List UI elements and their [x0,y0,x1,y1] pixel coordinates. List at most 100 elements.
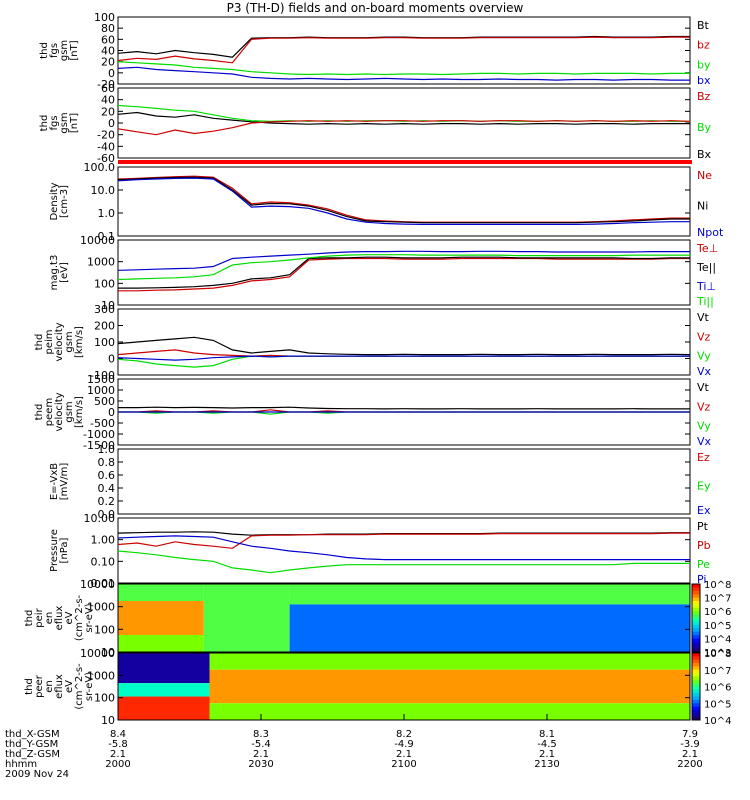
esa-ion-velocity-ytick-label: 0 [108,353,115,366]
temperature-ytick-label: 100 [94,277,115,290]
ion-energy-spectrogram-colorbar-cell [692,621,700,626]
fgs-components-ytick-label: 40 [101,94,115,107]
ion-energy-spectrogram-colorbar-cell [692,618,700,622]
esa-electron-velocity-legend-item: Vy [697,420,711,433]
ion-energy-spectrogram-colorbar-cell [692,607,700,612]
temperature-legend-item: Te⊥ [696,242,718,255]
electron-energy-spectrogram-colorbar-cell [692,659,700,664]
ion-energy-spectrogram-colorbar-cell [692,611,700,616]
fgs-components-series-By [117,104,690,122]
pressure-ylabel: Pressure [49,529,60,572]
electron-energy-spectrogram-colorbar-cell [692,713,700,718]
fgs-mag-series-by [117,61,690,76]
fgs-components-legend-item: By [697,121,712,134]
electron-energy-spectrogram-colorbar-cell [692,689,700,694]
fgs-mag-ytick-label: 20 [101,56,115,69]
esa-electron-velocity-legend-item: Vt [697,381,710,394]
electric-field-ytick-label: 0.2 [98,495,116,508]
electron-energy-spectrogram-colorbar-cell [692,653,700,657]
mode-band [118,160,692,164]
esa-electron-velocity-ytick-label: -500 [90,417,115,430]
pressure-ytick-label: 10.00 [84,512,116,525]
esa-ion-velocity-legend-item: Vz [697,330,711,343]
esa-ion-velocity-ytick-label: 300 [94,303,115,316]
fgs-components-series-Bx [117,111,690,125]
esa-ion-velocity-ylabel: [km/s] [74,326,85,358]
pressure-ytick-label: 0.10 [91,555,116,568]
ion-energy-spectrogram-ytick-label: 10 [101,646,115,659]
electric-field-frame [117,448,691,515]
fgs-components-series-Bz [117,120,691,136]
esa-ion-velocity-ylabel: peim [44,329,55,354]
fgs-mag-series-bz [117,36,690,64]
fgs-components-ytick-label: -60 [97,152,115,165]
electron-energy-spectrogram-colorbar-cell [692,716,700,721]
electron-energy-spectrogram-colorbar-label: 10^6 [704,683,731,694]
esa-ion-velocity-series-Vt [117,336,691,356]
esa-electron-velocity-legend-item: Vz [697,400,711,413]
time-axis-value: 2.1 [396,749,412,760]
fgs-components-ylabel: [nT] [69,113,80,133]
electron-energy-spectrogram-region [118,653,210,684]
electron-energy-spectrogram-colorbar-cell [692,663,700,667]
esa-electron-velocity-ylabel: gsm [64,401,75,422]
temperature-legend-item: Ti|| [696,295,714,308]
temperature-ytick-label: 1000 [87,256,115,269]
time-axis-value: 7.9 [682,729,698,740]
esa-electron-velocity-ylabel: [km/s] [74,396,85,428]
esa-ion-velocity-ytick-label: -100 [90,369,115,382]
time-axis-value: -4.5 [537,739,557,750]
ion-energy-spectrogram-colorbar-label: 10^5 [704,621,731,632]
ion-energy-spectrogram-ylabel: eflux [54,606,65,631]
pressure-series-Pe [117,550,690,574]
ion-energy-spectrogram-colorbar-cell [692,601,700,605]
esa-ion-velocity-legend-item: Vy [697,350,711,363]
density-ylabel: Density [49,182,60,220]
fgs-mag-ytick-label: 0 [108,67,115,80]
fgs-mag-ylabel: gsm [59,40,70,61]
esa-ion-velocity-ylabel: gsm [64,331,75,352]
fgs-components-ytick-label: 60 [101,82,115,95]
electron-energy-spectrogram-colorbar-cell [692,683,700,687]
ion-energy-spectrogram-colorbar-cell [692,635,700,639]
fgs-mag-ytick-label: 100 [94,11,115,24]
electron-energy-spectrogram-ytick-label: 100 [94,692,115,705]
electron-energy-spectrogram-region [118,683,210,697]
ion-energy-spectrogram-colorbar-cell [692,604,700,609]
electron-energy-spectrogram-ytick-label: 10000 [80,647,115,660]
fgs-components-ylabel: gsm [59,112,70,133]
electron-energy-spectrogram-colorbar-label: 10^8 [704,649,731,660]
time-axis-value: -5.8 [108,739,128,750]
electric-field-ylabel: E=-VxB [49,463,60,500]
temperature-ytick-label: 10000 [80,234,115,247]
pressure-legend-item: Pe [697,558,710,571]
time-axis-value: 2.1 [682,749,698,760]
density-ytick-label: 1.0 [98,207,116,220]
fgs-mag-ylabel: [nT] [69,40,80,60]
pressure-legend-item: Pi [697,573,706,586]
pressure-ylabel: [nPa] [59,537,70,563]
electric-field-legend-item: Ez [697,451,710,464]
fgs-components-ytick-label: 20 [101,105,115,118]
electron-energy-spectrogram-colorbar-cell [692,666,700,671]
electron-energy-spectrogram-colorbar-cell [692,669,700,674]
fgs-mag-series-bx [117,66,690,81]
temperature-series-Te|| [118,256,690,289]
electron-energy-spectrogram-colorbar-cell [692,656,700,661]
temperature-series-Te⊥ [118,257,690,292]
pressure-ytick-label: 0.01 [91,577,116,590]
electric-field-ytick-label: 0.4 [98,482,116,495]
esa-electron-velocity-series-Vt [118,406,690,410]
time-axis-value: 2.1 [539,749,555,760]
electric-field-ylabel: [mV/m] [59,463,70,501]
esa-ion-velocity-legend-item: Vt [697,311,710,324]
ion-energy-spectrogram-colorbar-label: 10^4 [704,634,731,645]
electron-energy-spectrogram-ylabel: (cm^2-s- [74,663,85,710]
time-axis-value: 2200 [677,759,702,770]
esa-ion-velocity-series-Vz [117,349,690,357]
esa-ion-velocity-series-Vx [117,355,690,361]
pressure-series-Pb [117,532,690,549]
electron-energy-spectrogram-colorbar-cell [692,676,700,681]
electron-energy-spectrogram-colorbar-cell [692,703,700,708]
fgs-mag-ylabel: fgs [49,43,60,58]
